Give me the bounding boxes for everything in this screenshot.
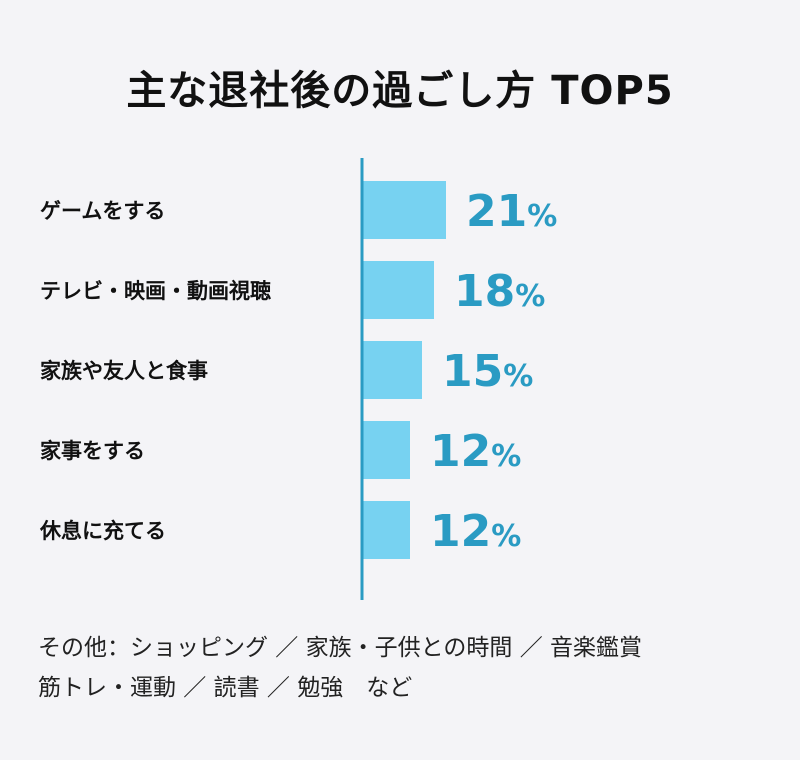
value-label-3: 15%: [442, 346, 533, 397]
chart-title: 主な退社後の過ごし方 TOP5: [126, 68, 674, 114]
bar-4: [362, 421, 410, 479]
labels-layer: ゲームをする 21% テレビ・映画・動画視聴 18% 家族や友人と食事 15% 家事をする 1…: [39, 186, 557, 557]
value-label-2: 18%: [454, 266, 545, 317]
value-unit-4: %: [491, 439, 521, 474]
notes-line-2: 筋トレ・運動 ／ 読書 ／ 勉強 など: [38, 675, 413, 701]
category-label-5: 休息に充てる: [39, 519, 166, 543]
value-unit-3: %: [503, 359, 533, 394]
bar-2: [362, 261, 434, 319]
bar-3: [362, 341, 422, 399]
other-notes: その他：ショッピング ／ 家族・子供との時間 ／ 音楽鑑賞 筋トレ・運動 ／ 読…: [38, 628, 778, 708]
bar-1: [362, 181, 446, 239]
value-label-5: 12%: [430, 506, 521, 557]
category-label-1: ゲームをする: [40, 199, 165, 223]
value-label-1: 21%: [466, 186, 557, 237]
bar-5: [362, 501, 410, 559]
value-label-4: 12%: [430, 426, 521, 477]
value-unit-1: %: [527, 199, 557, 234]
category-label-2: テレビ・映画・動画視聴: [40, 279, 271, 303]
category-label-4: 家事をする: [40, 439, 145, 463]
value-unit-5: %: [491, 519, 521, 554]
bars-layer: [362, 181, 446, 559]
notes-line-1: その他：ショッピング ／ 家族・子供との時間 ／ 音楽鑑賞: [38, 635, 643, 661]
value-unit-2: %: [515, 279, 545, 314]
category-label-3: 家族や友人と食事: [40, 359, 208, 383]
